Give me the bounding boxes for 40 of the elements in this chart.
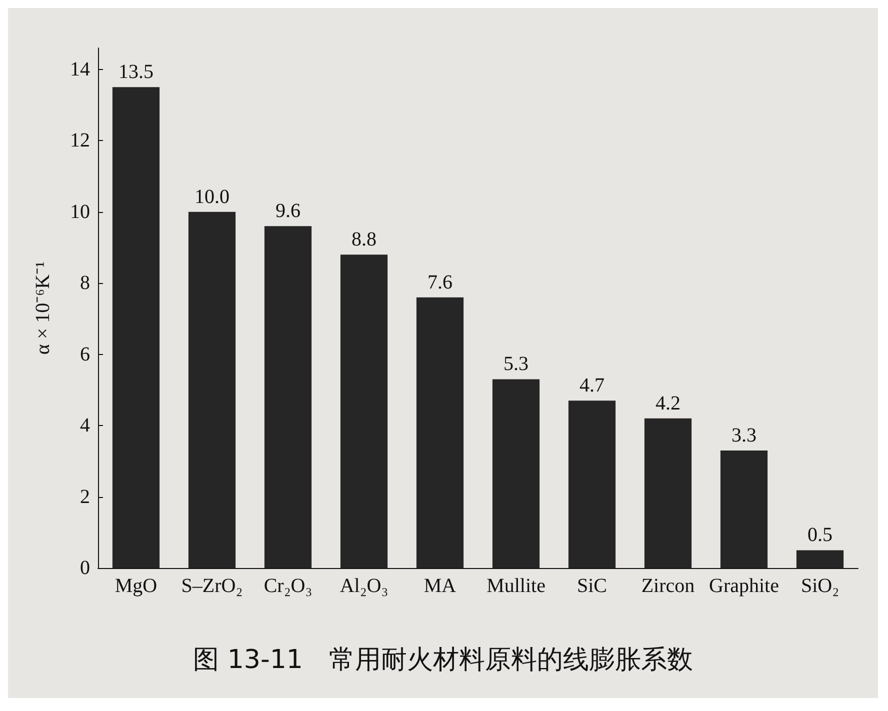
data-label: 7.6: [428, 271, 452, 294]
y-tick-label: 2: [80, 486, 90, 508]
y-tick-label: 10: [70, 200, 90, 223]
x-tick-label: MgO: [114, 575, 158, 597]
data-label: 8.8: [352, 228, 376, 251]
data-label: 5.3: [504, 353, 528, 376]
data-label: 10.0: [194, 186, 230, 208]
bar: [264, 226, 312, 568]
x-tick-label: Graphite: [709, 575, 780, 597]
y-tick-label: 4: [80, 414, 90, 437]
bar: [340, 254, 388, 568]
data-label: 4.7: [580, 374, 604, 397]
bar: [416, 297, 464, 568]
data-label: 13.5: [118, 61, 154, 84]
data-label: 4.2: [656, 392, 680, 414]
bar: [492, 379, 540, 568]
x-tick-label: Mullite: [486, 575, 546, 597]
x-tick-label: S–ZrO₂: [181, 575, 243, 597]
x-tick-label: SiC: [576, 575, 608, 597]
data-label: 9.6: [276, 200, 300, 222]
bar: [188, 212, 236, 568]
x-tick-label: Cr₂O₃: [264, 575, 312, 597]
bar: [644, 418, 692, 568]
bar: [720, 450, 768, 568]
bar: [112, 87, 160, 568]
x-tick-label: MA: [424, 575, 457, 597]
data-label: 0.5: [808, 524, 832, 546]
y-tick-label: 14: [70, 58, 90, 80]
bar: [568, 400, 616, 568]
y-axis-title: α × 10⁻⁶K⁻¹: [32, 261, 54, 355]
text: 图 13-11 常用耐火材料原料的线膨胀系数: [193, 645, 693, 675]
y-tick-label: 6: [80, 343, 90, 366]
x-tick-label: Al₂O₃: [340, 575, 388, 597]
data-label: 3.3: [732, 424, 756, 446]
x-tick-label: SiO₂: [800, 575, 840, 597]
y-tick-label: 12: [70, 130, 90, 152]
bar: [796, 550, 844, 568]
y-tick-label: 0: [80, 557, 90, 579]
y-tick-label: 8: [80, 272, 90, 294]
x-tick-label: Zircon: [641, 575, 695, 597]
